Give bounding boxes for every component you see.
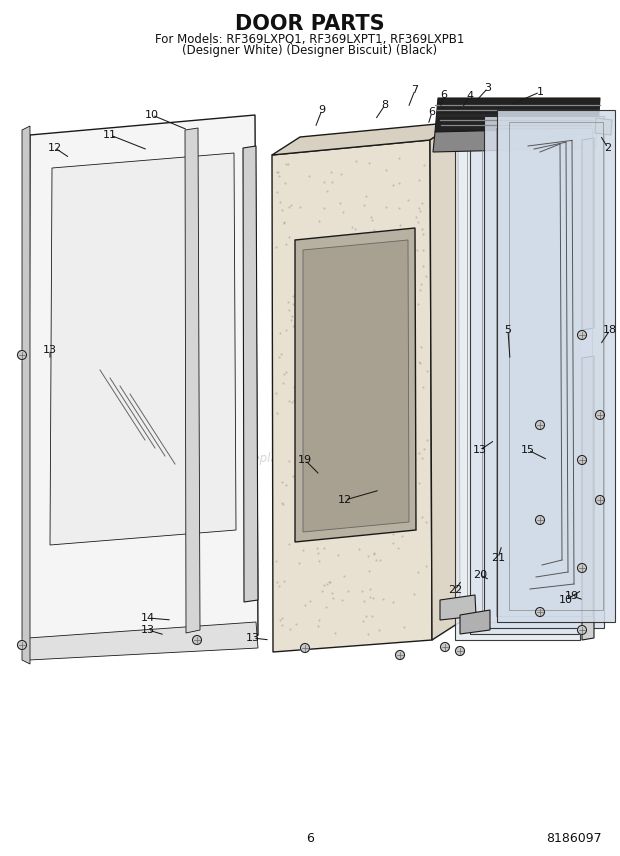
Text: 12: 12	[48, 143, 62, 153]
Circle shape	[456, 646, 464, 656]
Polygon shape	[303, 240, 409, 532]
Text: 13: 13	[141, 625, 155, 635]
Polygon shape	[295, 228, 416, 542]
Polygon shape	[484, 116, 604, 628]
Text: 13: 13	[246, 633, 260, 643]
Circle shape	[17, 640, 27, 650]
Text: 6: 6	[428, 107, 435, 117]
Polygon shape	[455, 128, 580, 640]
Text: 10: 10	[559, 595, 573, 605]
Text: 9: 9	[319, 105, 326, 115]
Circle shape	[577, 626, 587, 634]
Text: For Models: RF369LXPQ1, RF369LXPT1, RF369LXPB1: For Models: RF369LXPQ1, RF369LXPT1, RF36…	[156, 32, 464, 45]
Circle shape	[595, 496, 604, 504]
Text: 8186097: 8186097	[546, 831, 602, 845]
Text: 4: 4	[466, 91, 474, 101]
Text: 7: 7	[412, 85, 418, 95]
Text: 6: 6	[440, 90, 448, 100]
Text: 11: 11	[103, 130, 117, 140]
Text: 20: 20	[473, 570, 487, 580]
Text: 14: 14	[141, 613, 155, 623]
Polygon shape	[582, 138, 594, 330]
Text: 21: 21	[491, 553, 505, 563]
Polygon shape	[185, 128, 200, 633]
Polygon shape	[272, 140, 432, 652]
Circle shape	[396, 651, 404, 659]
Polygon shape	[243, 146, 258, 602]
Polygon shape	[582, 356, 594, 640]
Text: 12: 12	[338, 495, 352, 505]
Text: eReplacementParts.com: eReplacementParts.com	[238, 451, 382, 465]
Text: DOOR PARTS: DOOR PARTS	[235, 14, 385, 34]
Text: 6: 6	[306, 831, 314, 845]
Polygon shape	[22, 126, 30, 664]
Circle shape	[577, 563, 587, 573]
Circle shape	[536, 608, 544, 616]
Circle shape	[192, 635, 202, 645]
Text: (Designer White) (Designer Biscuit) (Black): (Designer White) (Designer Biscuit) (Bla…	[182, 44, 438, 57]
Polygon shape	[595, 118, 612, 135]
Polygon shape	[460, 610, 490, 634]
Text: 19: 19	[298, 455, 312, 465]
Polygon shape	[50, 153, 236, 545]
Polygon shape	[440, 595, 476, 620]
Polygon shape	[430, 122, 460, 640]
Circle shape	[577, 455, 587, 465]
Circle shape	[536, 515, 544, 525]
Text: 19: 19	[565, 591, 579, 601]
Polygon shape	[28, 115, 258, 650]
Text: 8: 8	[381, 100, 389, 110]
Text: 18: 18	[603, 325, 617, 335]
Text: 22: 22	[448, 585, 462, 595]
Polygon shape	[28, 622, 258, 660]
Text: 2: 2	[604, 143, 611, 153]
Text: 10: 10	[145, 110, 159, 120]
Text: 1: 1	[536, 87, 544, 97]
Polygon shape	[433, 128, 598, 152]
Circle shape	[577, 330, 587, 340]
Circle shape	[440, 643, 450, 651]
Text: 3: 3	[484, 83, 492, 93]
Circle shape	[595, 411, 604, 419]
Polygon shape	[497, 110, 615, 622]
Text: 5: 5	[505, 325, 511, 335]
Text: 13: 13	[473, 445, 487, 455]
Polygon shape	[470, 122, 592, 634]
Text: 15: 15	[521, 445, 535, 455]
Circle shape	[17, 350, 27, 360]
Circle shape	[536, 420, 544, 430]
Text: 13: 13	[43, 345, 57, 355]
Circle shape	[301, 644, 309, 652]
Polygon shape	[272, 122, 458, 155]
Polygon shape	[435, 98, 600, 132]
